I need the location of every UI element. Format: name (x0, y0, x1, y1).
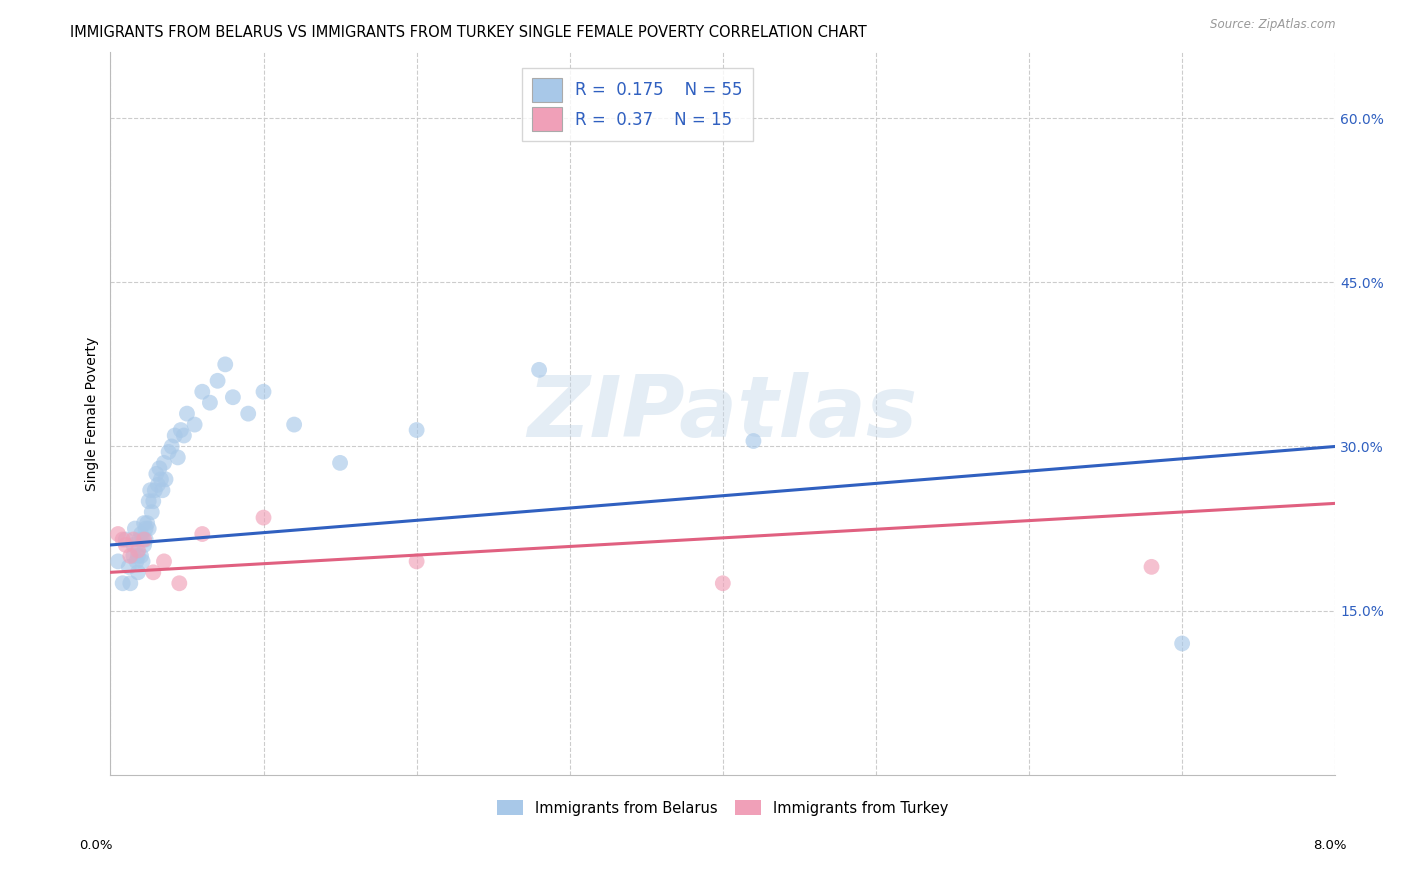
Point (129, 549, 152, 563)
Point (155, 472, 177, 486)
Point (153, 456, 176, 470)
Point (132, 516, 155, 530)
Point (148, 461, 170, 475)
Text: ZIPatlas: ZIPatlas (527, 372, 918, 455)
Point (127, 566, 149, 580)
Point (283, 417, 305, 432)
Point (129, 527, 152, 541)
Point (122, 549, 145, 563)
Point (128, 533, 150, 547)
Point (131, 554, 153, 568)
Point (122, 538, 145, 552)
Point (198, 395, 221, 409)
Point (125, 554, 148, 568)
Point (163, 428, 186, 442)
Point (169, 576, 191, 591)
Point (183, 417, 205, 432)
Point (145, 467, 167, 481)
Legend: Immigrants from Belarus, Immigrants from Turkey: Immigrants from Belarus, Immigrants from… (491, 795, 955, 822)
Point (191, 527, 214, 541)
Point (114, 538, 136, 552)
Y-axis label: Single Female Poverty: Single Female Poverty (86, 336, 100, 491)
Point (131, 533, 153, 547)
Point (142, 566, 165, 580)
Point (132, 533, 155, 547)
Point (170, 423, 193, 437)
Point (142, 494, 165, 508)
Text: Source: ZipAtlas.com: Source: ZipAtlas.com (1211, 18, 1336, 31)
Point (114, 533, 136, 547)
Point (1140, 559, 1163, 574)
Point (138, 494, 160, 508)
Point (136, 516, 159, 530)
Point (222, 390, 245, 404)
Text: 0.0%: 0.0% (79, 839, 112, 852)
Point (166, 450, 188, 465)
Point (252, 384, 274, 399)
Point (127, 549, 149, 563)
Point (120, 549, 142, 563)
Point (405, 554, 427, 568)
Point (527, 363, 550, 377)
Point (111, 576, 134, 591)
Point (124, 522, 146, 536)
Point (157, 445, 180, 459)
Point (135, 533, 157, 547)
Point (138, 522, 160, 536)
Point (120, 576, 142, 591)
Point (153, 554, 176, 568)
Text: 8.0%: 8.0% (1313, 839, 1347, 852)
Point (135, 522, 157, 536)
Point (1171, 636, 1194, 650)
Point (118, 559, 141, 574)
Point (238, 407, 260, 421)
Point (176, 407, 198, 421)
Point (173, 428, 195, 442)
Point (141, 505, 163, 519)
Point (139, 483, 162, 498)
Point (329, 456, 352, 470)
Point (149, 472, 172, 486)
Point (107, 554, 129, 568)
Point (111, 533, 134, 547)
Point (742, 434, 765, 448)
Point (214, 357, 236, 371)
Point (107, 527, 129, 541)
Point (191, 384, 214, 399)
Text: IMMIGRANTS FROM BELARUS VS IMMIGRANTS FROM TURKEY SINGLE FEMALE POVERTY CORRELAT: IMMIGRANTS FROM BELARUS VS IMMIGRANTS FR… (70, 25, 868, 40)
Point (122, 533, 145, 547)
Point (160, 440, 183, 454)
Point (127, 543, 149, 558)
Point (252, 510, 274, 524)
Point (146, 477, 169, 491)
Point (143, 483, 166, 498)
Point (152, 483, 174, 498)
Point (405, 423, 427, 437)
Point (711, 576, 734, 591)
Point (132, 538, 155, 552)
Point (207, 374, 229, 388)
